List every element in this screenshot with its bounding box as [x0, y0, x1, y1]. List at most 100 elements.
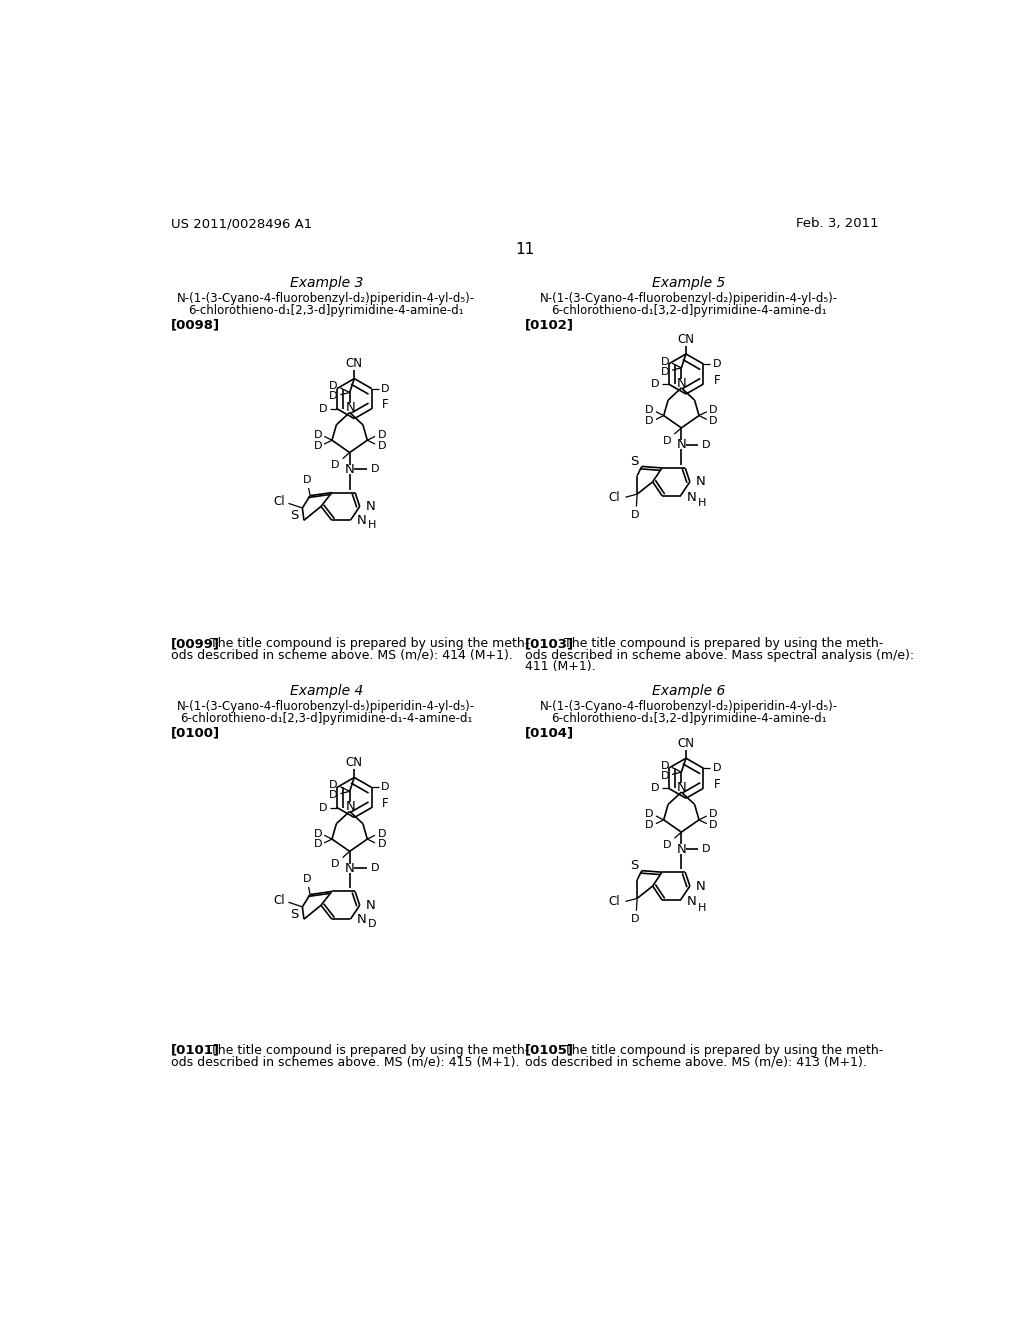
Text: 6-chlorothieno-d₁[3,2-d]pyrimidine-4-amine-d₁: 6-chlorothieno-d₁[3,2-d]pyrimidine-4-ami… — [551, 305, 827, 317]
Text: Example 6: Example 6 — [652, 684, 726, 698]
Text: D: D — [378, 441, 386, 450]
Text: D: D — [632, 510, 640, 520]
Text: D: D — [660, 367, 669, 376]
Text: Example 3: Example 3 — [290, 276, 364, 290]
Text: D: D — [709, 416, 718, 426]
Text: 411 (M+1).: 411 (M+1). — [524, 660, 595, 673]
Text: [0103]: [0103] — [524, 638, 573, 649]
Text: N: N — [366, 500, 376, 513]
Text: ods described in schemes above. MS (m/e): 415 (M+1).: ods described in schemes above. MS (m/e)… — [171, 1055, 519, 1068]
Text: The title compound is prepared by using the meth-: The title compound is prepared by using … — [210, 638, 529, 649]
Text: D: D — [331, 859, 340, 869]
Text: D: D — [313, 840, 322, 850]
Text: D: D — [313, 430, 322, 440]
Text: ods described in scheme above. MS (m/e): 413 (M+1).: ods described in scheme above. MS (m/e):… — [524, 1055, 866, 1068]
Text: Cl: Cl — [273, 894, 286, 907]
Text: D: D — [663, 436, 672, 446]
Text: H: H — [697, 499, 706, 508]
Text: CN: CN — [678, 333, 694, 346]
Text: S: S — [291, 510, 299, 523]
Text: D: D — [319, 404, 328, 413]
Text: S: S — [630, 859, 638, 873]
Text: Feb. 3, 2011: Feb. 3, 2011 — [797, 218, 879, 231]
Text: D: D — [368, 919, 376, 929]
Text: ods described in scheme above. MS (m/e): 414 (M+1).: ods described in scheme above. MS (m/e):… — [171, 648, 512, 661]
Text: [0105]: [0105] — [524, 1044, 573, 1056]
Text: S: S — [291, 908, 299, 921]
Text: D: D — [331, 461, 340, 470]
Text: H: H — [368, 520, 376, 529]
Text: D: D — [303, 874, 311, 884]
Text: 6-chlorothieno-d₁[2,3-d]pyrimidine-d₁-4-amine-d₁: 6-chlorothieno-d₁[2,3-d]pyrimidine-d₁-4-… — [180, 713, 473, 726]
Text: N: N — [366, 899, 376, 912]
Text: D: D — [709, 405, 718, 416]
Text: D: D — [371, 863, 379, 874]
Text: N: N — [677, 376, 687, 389]
Text: 6-chlorothieno-d₁[2,3-d]pyrimidine-4-amine-d₁: 6-chlorothieno-d₁[2,3-d]pyrimidine-4-ami… — [188, 305, 464, 317]
Text: S: S — [630, 455, 638, 469]
Text: Cl: Cl — [608, 895, 621, 908]
Text: D: D — [709, 809, 718, 820]
Text: N: N — [356, 912, 367, 925]
Text: D: D — [709, 820, 718, 830]
Text: D: D — [650, 379, 659, 389]
Text: D: D — [660, 771, 669, 781]
Text: D: D — [329, 791, 337, 800]
Text: 11: 11 — [515, 242, 535, 257]
Text: D: D — [313, 829, 322, 838]
Text: [0101]: [0101] — [171, 1044, 219, 1056]
Text: N: N — [696, 475, 706, 488]
Text: N: N — [345, 401, 355, 414]
Text: D: D — [319, 803, 328, 813]
Text: N: N — [677, 781, 687, 795]
Text: US 2011/0028496 A1: US 2011/0028496 A1 — [171, 218, 312, 231]
Text: D: D — [645, 820, 653, 830]
Text: D: D — [702, 843, 711, 854]
Text: Example 5: Example 5 — [652, 276, 726, 290]
Text: Example 4: Example 4 — [290, 684, 364, 698]
Text: D: D — [371, 465, 379, 474]
Text: D: D — [378, 840, 386, 850]
Text: CN: CN — [346, 358, 362, 370]
Text: [0099]: [0099] — [171, 638, 219, 649]
Text: [0100]: [0100] — [171, 726, 220, 739]
Text: Cl: Cl — [608, 491, 621, 504]
Text: F: F — [382, 797, 388, 810]
Text: D: D — [381, 384, 389, 393]
Text: N: N — [687, 895, 696, 908]
Text: N-(1-(3-Cyano-4-fluorobenzyl-d₂)piperidin-4-yl-d₅)-: N-(1-(3-Cyano-4-fluorobenzyl-d₂)piperidi… — [540, 292, 839, 305]
Text: D: D — [650, 783, 659, 793]
Text: N-(1-(3-Cyano-4-fluorobenzyl-d₂)piperidin-4-yl-d₅)-: N-(1-(3-Cyano-4-fluorobenzyl-d₂)piperidi… — [540, 700, 839, 713]
Text: D: D — [660, 356, 669, 367]
Text: N: N — [345, 463, 354, 477]
Text: D: D — [632, 913, 640, 924]
Text: F: F — [382, 399, 388, 412]
Text: N: N — [677, 842, 686, 855]
Text: N: N — [356, 513, 367, 527]
Text: D: D — [713, 359, 721, 370]
Text: N: N — [687, 491, 696, 504]
Text: N-(1-(3-Cyano-4-fluorobenzyl-d₂)piperidin-4-yl-d₅)-: N-(1-(3-Cyano-4-fluorobenzyl-d₂)piperidi… — [177, 292, 475, 305]
Text: [0104]: [0104] — [524, 726, 573, 739]
Text: D: D — [645, 416, 653, 426]
Text: D: D — [660, 760, 669, 771]
Text: D: D — [313, 441, 322, 450]
Text: D: D — [713, 763, 721, 774]
Text: D: D — [329, 780, 337, 791]
Text: [0098]: [0098] — [171, 318, 220, 331]
Text: F: F — [714, 777, 720, 791]
Text: N: N — [677, 438, 686, 451]
Text: D: D — [378, 430, 386, 440]
Text: N: N — [345, 800, 355, 813]
Text: D: D — [381, 783, 389, 792]
Text: ods described in scheme above. Mass spectral analysis (m/e):: ods described in scheme above. Mass spec… — [524, 648, 914, 661]
Text: N-(1-(3-Cyano-4-fluorobenzyl-d₅)piperidin-4-yl-d₅)-: N-(1-(3-Cyano-4-fluorobenzyl-d₅)piperidi… — [177, 700, 475, 713]
Text: Cl: Cl — [273, 495, 286, 508]
Text: 6-chlorothieno-d₁[3,2-d]pyrimidine-4-amine-d₁: 6-chlorothieno-d₁[3,2-d]pyrimidine-4-ami… — [551, 713, 827, 726]
Text: The title compound is prepared by using the meth-: The title compound is prepared by using … — [210, 1044, 529, 1056]
Text: D: D — [702, 440, 711, 450]
Text: D: D — [645, 809, 653, 820]
Text: [0102]: [0102] — [524, 318, 573, 331]
Text: D: D — [645, 405, 653, 416]
Text: D: D — [663, 840, 672, 850]
